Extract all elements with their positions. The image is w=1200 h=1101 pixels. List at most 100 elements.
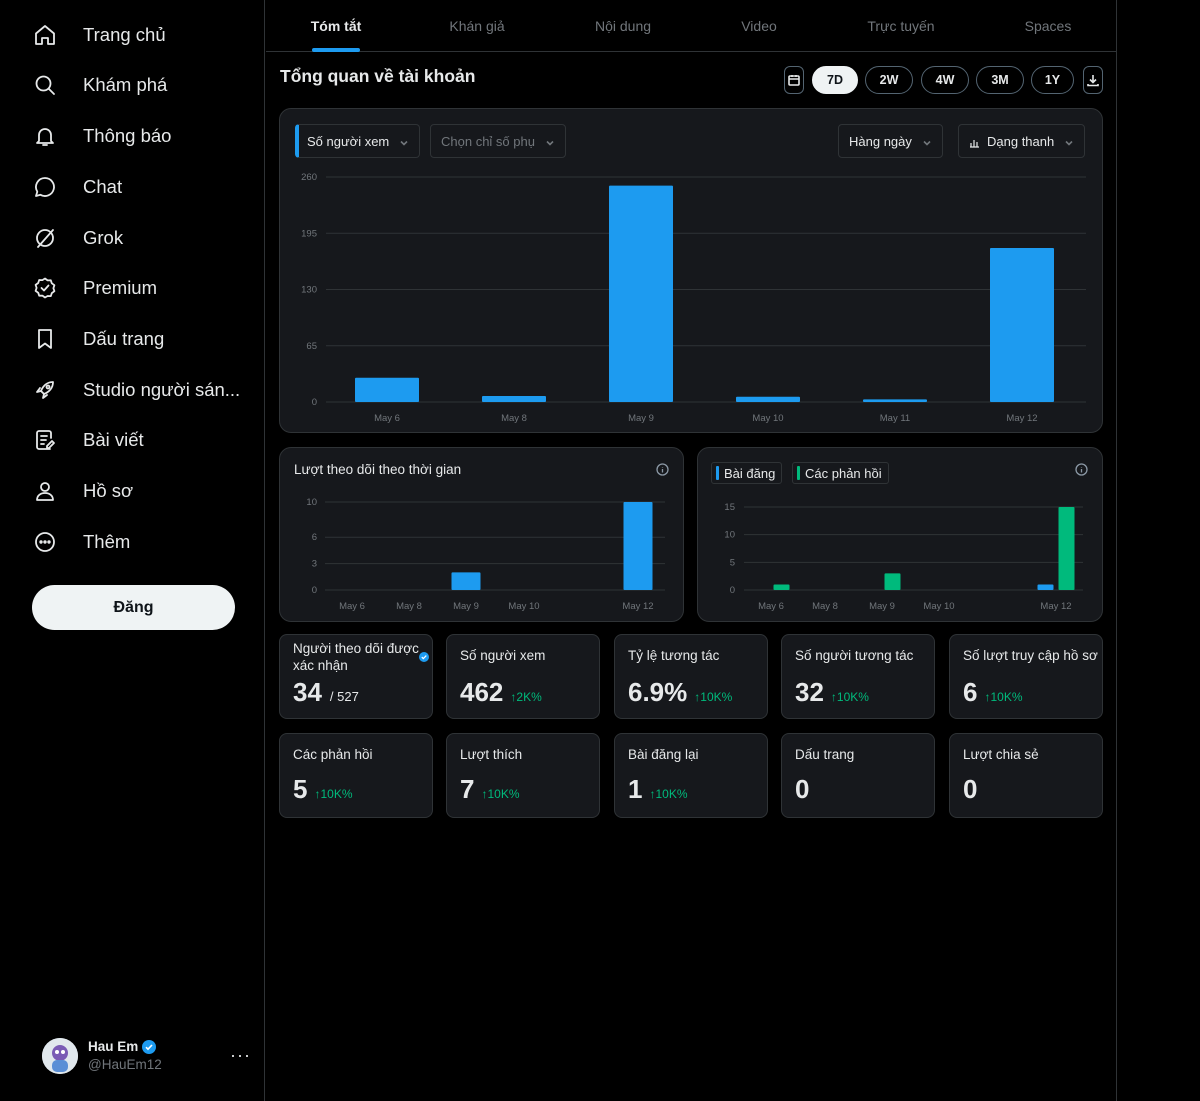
stat-label: Các phản hồi [293, 747, 373, 762]
stat-change: ↑10K% [314, 787, 353, 801]
range-4w[interactable]: 4W [921, 66, 969, 94]
tab-audience[interactable]: Khán giả [406, 0, 548, 52]
x-tick-label: May 12 [622, 601, 653, 612]
stat-card-engaged-users[interactable]: Số người tương tác 32 ↑10K% [781, 634, 935, 719]
sidebar-item-studio[interactable]: Studio người sán... [32, 370, 240, 410]
stat-total: / 527 [329, 689, 359, 704]
tab-label: Trực tuyến [867, 18, 935, 34]
chart-type-select[interactable]: Dạng thanh [958, 124, 1086, 158]
sidebar-item-premium[interactable]: Premium [32, 268, 157, 308]
stat-card-profile-visits[interactable]: Số lượt truy cập hồ sơ 6 ↑10K% [949, 634, 1103, 719]
legend-replies[interactable]: Các phản hồi [792, 462, 889, 484]
stat-card-reposts[interactable]: Bài đăng lại 1 ↑10K% [614, 733, 768, 818]
post-button[interactable]: Đăng [32, 585, 235, 630]
sidebar-item-articles[interactable]: Bài viết [32, 420, 144, 460]
bar [609, 185, 673, 402]
interval-select[interactable]: Hàng ngày [838, 124, 943, 158]
download-icon [1087, 75, 1099, 87]
y-tick-label: 3 [312, 559, 317, 570]
tab-underline [312, 48, 360, 52]
home-icon [32, 22, 58, 48]
stat-card-replies[interactable]: Các phản hồi 5 ↑10K% [279, 733, 433, 818]
stat-card-verified-followers[interactable]: Người theo dõi được xác nhận 34 / 527 [279, 634, 433, 719]
sidebar-item-label: Chat [83, 176, 123, 197]
tab-summary[interactable]: Tóm tắt [266, 0, 406, 52]
x-tick-label: May 6 [339, 601, 365, 612]
sidebar-item-chat[interactable]: Chat [32, 167, 122, 207]
legend-swatch [797, 466, 800, 480]
tab-live[interactable]: Trực tuyến [820, 0, 982, 52]
bar [623, 502, 653, 590]
bar [863, 399, 927, 402]
legend-label: Các phản hồi [805, 465, 882, 481]
chevron-down-icon [1064, 136, 1074, 146]
y-tick-label: 260 [301, 172, 317, 183]
stat-label: Số lượt truy cập hồ sơ [963, 648, 1098, 663]
stat-value: 6.9% [628, 677, 688, 707]
sidebar-item-profile[interactable]: Hồ sơ [32, 471, 133, 511]
bar [1058, 507, 1075, 590]
y-tick-label: 0 [312, 585, 317, 596]
more-options-icon[interactable]: ··· [230, 1045, 251, 1065]
sidebar-item-label: Bài viết [83, 429, 144, 450]
stat-value-row: 5 ↑10K% [293, 774, 353, 805]
activity-chart-card: Bài đăng Các phản hồi 0 5 10 15 May 6 May 8 Ma… [697, 447, 1103, 622]
range-1y[interactable]: 1Y [1031, 66, 1074, 94]
sidebar-item-notifications[interactable]: Thông báo [32, 116, 171, 156]
y-tick-label: 130 [301, 285, 317, 296]
stat-label: Số người xem [460, 648, 546, 663]
stat-value-row: 6 ↑10K% [963, 677, 1023, 708]
analytics-main: Tóm tắt Khán giả Nội dung Video Trực tuy… [266, 0, 1117, 1101]
profile-icon [32, 478, 58, 504]
stat-card-bookmarks[interactable]: Dấu trang 0 [781, 733, 935, 818]
main-chart-card: Số người xem Chọn chỉ số phụ Hàng ngày D… [279, 108, 1103, 433]
x-tick-label: May 10 [923, 601, 954, 612]
sidebar-item-label: Premium [83, 277, 158, 298]
sidebar-item-more[interactable]: Thêm [32, 522, 130, 562]
range-7d[interactable]: 7D [812, 66, 858, 94]
stat-label: Người theo dõi được xác nhận [293, 641, 419, 673]
range-3m[interactable]: 3M [976, 66, 1024, 94]
sidebar-item-bookmarks[interactable]: Dấu trang [32, 319, 164, 359]
calendar-button[interactable] [784, 66, 804, 94]
stat-card-engagement-rate[interactable]: Tỷ lệ tương tác 6.9% ↑10K% [614, 634, 768, 719]
x-tick-label: May 9 [453, 601, 479, 612]
tab-spaces[interactable]: Spaces [982, 0, 1114, 52]
x-tick-label: May 12 [1040, 601, 1071, 612]
y-tick-label: 195 [301, 228, 317, 239]
sidebar-item-grok[interactable]: Grok [32, 218, 123, 258]
info-icon[interactable] [656, 463, 669, 476]
legend-posts[interactable]: Bài đăng [711, 462, 783, 484]
bar [1037, 584, 1054, 590]
stat-card-likes[interactable]: Lượt thích 7 ↑10K% [446, 733, 600, 818]
stat-value-row: 34 / 527 [293, 677, 359, 708]
sidebar: Trang chủ Khám phá Thông báo Chat Grok P… [0, 0, 265, 1101]
article-icon [32, 427, 58, 453]
legend-swatch [716, 466, 719, 480]
x-tick-label: May 8 [812, 601, 838, 612]
sidebar-item-label: Trang chủ [83, 24, 166, 45]
download-button[interactable] [1083, 66, 1103, 94]
stat-change: ↑10K% [649, 787, 688, 801]
account-switcher[interactable]: Hau Em @HauEm12 [42, 1038, 252, 1074]
tab-video[interactable]: Video [698, 0, 820, 52]
bar [482, 395, 546, 402]
bar [736, 396, 800, 402]
secondary-metric-select[interactable]: Chọn chỉ số phụ [430, 124, 566, 158]
range-2w[interactable]: 2W [865, 66, 913, 94]
sidebar-item-home[interactable]: Trang chủ [32, 15, 166, 55]
metric-select[interactable]: Số người xem [295, 124, 421, 158]
tab-content[interactable]: Nội dung [548, 0, 698, 52]
stat-value: 0 [963, 774, 978, 804]
tab-label: Khán giả [449, 18, 505, 34]
info-icon[interactable] [1075, 463, 1088, 476]
stat-value-row: 0 [963, 774, 977, 805]
stat-value: 5 [293, 774, 308, 804]
x-tick-label: May 6 [374, 413, 400, 424]
x-tick-label: May 9 [869, 601, 895, 612]
stat-card-views[interactable]: Số người xem 462 ↑2K% [446, 634, 600, 719]
stat-card-shares[interactable]: Lượt chia sẻ 0 [949, 733, 1103, 818]
sidebar-item-label: Khám phá [83, 74, 168, 95]
sidebar-item-explore[interactable]: Khám phá [32, 65, 167, 105]
x-tick-label: May 10 [752, 413, 783, 424]
